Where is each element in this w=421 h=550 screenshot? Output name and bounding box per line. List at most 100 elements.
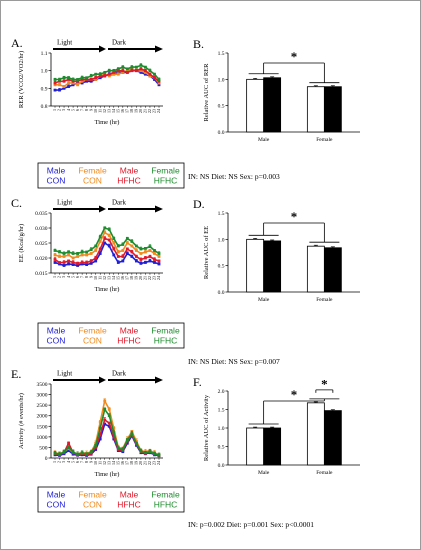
legend-box: [37, 162, 185, 189]
data-point: [121, 243, 125, 246]
series-line: [54, 407, 160, 457]
data-point: [62, 264, 66, 267]
data-point: [153, 261, 156, 264]
data-point: [153, 252, 156, 255]
y-tick-label: 1.1: [41, 51, 48, 57]
data-point: [157, 453, 161, 457]
data-point: [125, 241, 129, 245]
data-point: [67, 81, 70, 85]
dark-label: Dark: [112, 370, 126, 378]
data-point: [94, 256, 98, 260]
bar: [323, 247, 342, 293]
y-tick-label: 3000: [37, 393, 48, 399]
data-point: [71, 79, 75, 83]
data-point: [62, 450, 66, 454]
light-arrow-head: [99, 376, 106, 384]
data-point: [58, 79, 61, 83]
data-point: [157, 78, 161, 81]
data-point: [98, 240, 102, 243]
data-point: [94, 259, 98, 263]
data-point: [125, 438, 129, 442]
data-point: [94, 448, 98, 451]
legend-label: Female: [78, 490, 107, 500]
series-female-con: [53, 230, 161, 260]
data-point: [53, 451, 57, 455]
x-tick-label: 21: [143, 461, 148, 465]
data-point: [71, 252, 75, 255]
x-tick-label: 14: [111, 109, 116, 113]
data-point: [121, 249, 125, 252]
x-tick-label: 2: [57, 276, 62, 278]
category-label: Female: [316, 137, 333, 143]
data-point: [116, 250, 120, 254]
x-tick-label: 20: [138, 461, 143, 465]
data-point: [125, 252, 129, 255]
data-point: [148, 72, 152, 76]
x-tick-label: 19: [134, 109, 139, 113]
y-tick-label: 0.015: [35, 271, 48, 277]
legend-label: CON: [83, 176, 102, 186]
x-tick-label: 24: [156, 461, 161, 465]
data-point: [134, 69, 138, 73]
series-female-hfhc: [53, 407, 161, 457]
legend-label: Male: [120, 166, 139, 176]
x-tick-label: 14: [111, 461, 116, 465]
x-tick-label: 4: [66, 461, 71, 463]
bar: [323, 410, 342, 466]
data-point: [62, 79, 66, 83]
panel-letter: D.: [193, 197, 205, 211]
x-tick-label: 11: [97, 461, 102, 465]
data-point: [53, 88, 57, 92]
data-point: [53, 261, 57, 264]
data-point: [98, 252, 102, 255]
data-point: [62, 76, 66, 80]
bar: [246, 238, 265, 293]
y-tick-label: 1.0: [218, 77, 225, 83]
data-point: [71, 450, 75, 454]
data-point: [139, 252, 143, 255]
data-point: [157, 262, 161, 266]
y-axis-title: RER (VCO2/VO2/hr): [18, 51, 25, 108]
series-female-hfhc: [53, 226, 161, 255]
data-point: [121, 448, 125, 451]
data-point: [58, 262, 61, 266]
y-tick-label: 0.8: [41, 104, 48, 110]
data-point: [67, 76, 70, 80]
data-point: [121, 69, 125, 73]
data-point: [130, 65, 134, 69]
data-point: [130, 244, 134, 248]
data-point: [85, 261, 89, 264]
legend-label: HFHC: [117, 176, 141, 186]
x-tick-label: 8: [84, 461, 89, 463]
data-point: [144, 71, 147, 74]
y-tick-label: 0.5: [218, 264, 225, 270]
data-point: [148, 74, 152, 78]
y-tick-label: 1500: [37, 424, 48, 430]
x-tick-label: 3: [61, 276, 66, 278]
data-point: [98, 72, 102, 76]
panel-letter: F.: [193, 375, 202, 389]
legend-label: HFHC: [154, 336, 178, 346]
legend-label: HFHC: [117, 336, 141, 346]
data-point: [107, 414, 111, 418]
data-point: [112, 241, 116, 245]
y-tick-label: 2000: [37, 414, 48, 420]
x-tick-label: 4: [66, 109, 71, 111]
y-tick-label: 0.030: [35, 226, 48, 232]
data-point: [76, 452, 80, 456]
stats-text: IN: NS Diet: NS Sex: p=0.003: [188, 172, 280, 181]
y-tick-label: 1000: [37, 435, 48, 441]
data-point: [116, 447, 120, 450]
data-point: [116, 261, 120, 264]
data-point: [98, 420, 102, 424]
legend-label: HFHC: [154, 500, 178, 510]
data-point: [67, 446, 70, 449]
data-point: [153, 452, 156, 456]
data-point: [98, 76, 102, 80]
series-line: [54, 237, 160, 265]
x-tick-label: 18: [129, 109, 134, 113]
x-tick-label: 3: [61, 109, 66, 111]
data-point: [62, 261, 66, 264]
